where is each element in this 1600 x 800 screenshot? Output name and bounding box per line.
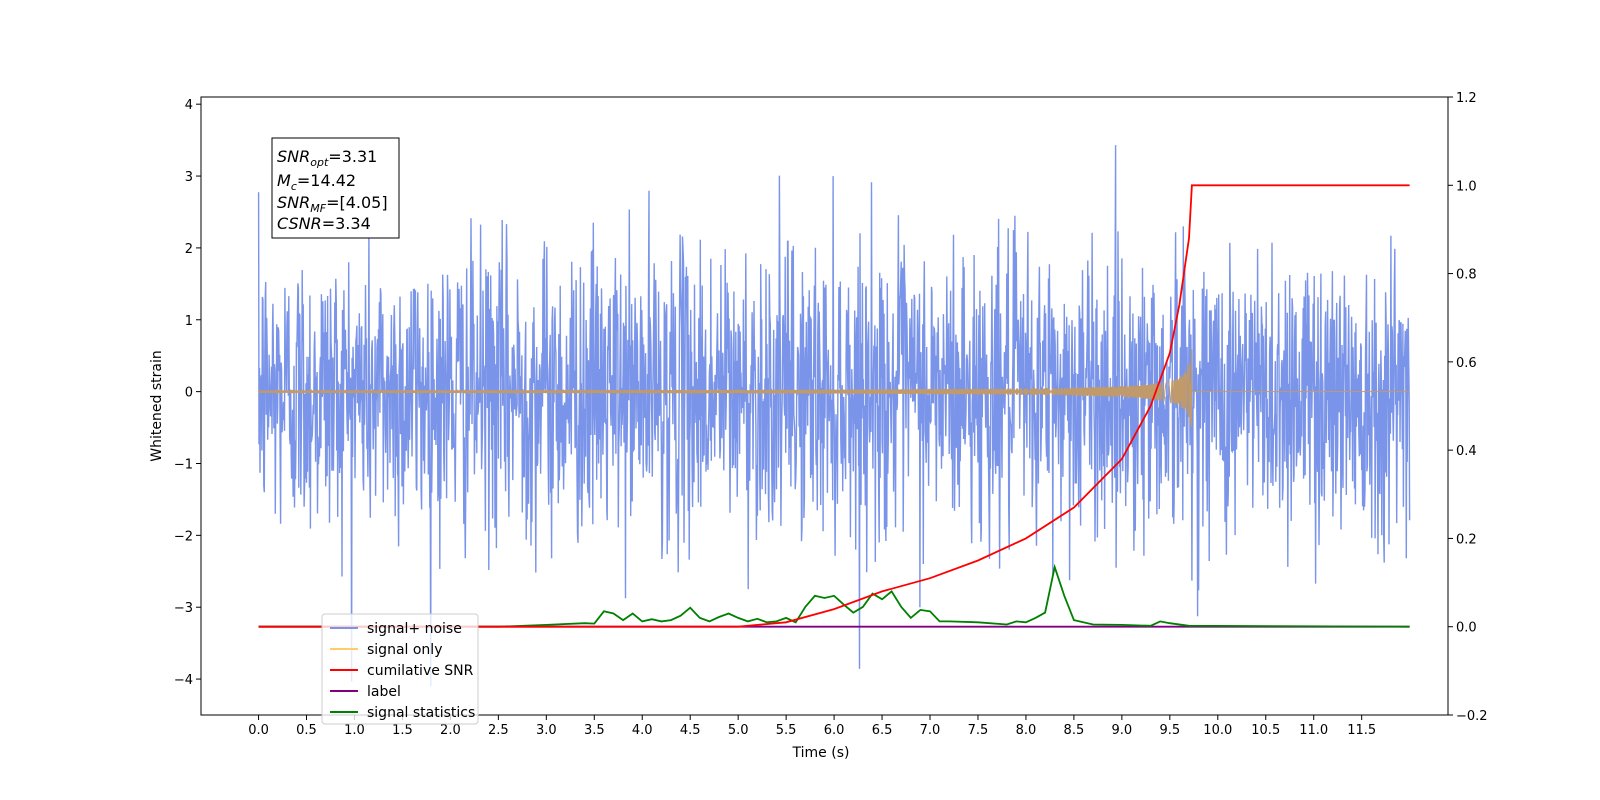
plot-frame xyxy=(200,96,1449,716)
series-cumulative-snr xyxy=(258,184,1410,628)
x-tick-label: 0.0 xyxy=(248,723,269,738)
x-tick-label: 10.0 xyxy=(1203,723,1232,738)
legend-label: signal only xyxy=(367,642,442,658)
x-tick-label: 5.5 xyxy=(776,723,797,738)
x-tick-label: 5.0 xyxy=(728,723,749,738)
y-tick-label: 2 xyxy=(185,242,193,257)
y-tick-label: 1 xyxy=(185,314,193,329)
x-tick-label: 8.0 xyxy=(1016,723,1037,738)
x-tick-label: 2.5 xyxy=(488,723,509,738)
annotation-snr-mf: SNRMF=[4.05] xyxy=(277,193,388,215)
x-tick-label: 7.5 xyxy=(968,723,989,738)
y-axis-left: 4 3 2 1 0 −1 −2 −3 −4 xyxy=(174,98,201,688)
y-tick-label: −1 xyxy=(174,457,193,472)
y2-tick-label: 1.2 xyxy=(1456,91,1477,106)
y2-tick-label: 0.8 xyxy=(1456,268,1477,283)
x-tick-label: 3.0 xyxy=(536,723,557,738)
y-tick-label: 0 xyxy=(185,386,193,401)
legend-label: signal statistics xyxy=(367,705,475,721)
x-tick-label: 1.0 xyxy=(344,723,365,738)
y-tick-label: 3 xyxy=(185,170,193,185)
annotation-chirp-mass: Mc=14.42 xyxy=(277,171,356,193)
x-tick-label: 4.5 xyxy=(680,723,701,738)
y-tick-label: −2 xyxy=(174,529,193,544)
y2-tick-label: 1.0 xyxy=(1456,179,1477,194)
x-tick-label: 6.5 xyxy=(872,723,893,738)
legend-label: cumilative SNR xyxy=(367,663,474,679)
y2-tick-label: 0.6 xyxy=(1456,356,1477,371)
legend-label: signal+ noise xyxy=(367,621,462,637)
x-tick-label: 8.5 xyxy=(1064,723,1085,738)
x-tick-label: 11.5 xyxy=(1347,723,1376,738)
y2-tick-label: −0.2 xyxy=(1456,709,1488,724)
y2-tick-label: 0.4 xyxy=(1456,444,1477,459)
series-signal-statistics xyxy=(258,563,1410,628)
y-tick-label: 4 xyxy=(185,98,193,113)
y2-tick-label: 0.2 xyxy=(1456,532,1477,547)
y-axis-right: 1.2 1.0 0.8 0.6 0.4 0.2 0.0 −0.2 xyxy=(1448,91,1488,724)
x-tick-label: 6.0 xyxy=(824,723,845,738)
x-tick-label: 1.5 xyxy=(392,723,413,738)
x-tick-label: 0.5 xyxy=(296,723,317,738)
series-layer xyxy=(257,145,1411,687)
annotation-snr-opt: SNRopt=3.31 xyxy=(277,147,377,169)
x-tick-label: 9.0 xyxy=(1112,723,1133,738)
y2-tick-label: 0.0 xyxy=(1456,621,1477,636)
annotation-csnr: CSNR=3.34 xyxy=(277,214,371,233)
x-tick-label: 9.5 xyxy=(1159,723,1180,738)
series-signal-only xyxy=(258,349,1410,428)
x-tick-label: 11.0 xyxy=(1299,723,1328,738)
x-axis-title: Time (s) xyxy=(792,745,850,761)
y-tick-label: −3 xyxy=(174,601,193,616)
x-tick-label: 2.0 xyxy=(440,723,461,738)
annotation-box: SNRopt=3.31 Mc=14.42 SNRMF=[4.05] CSNR=3… xyxy=(271,137,400,239)
y-tick-label: −4 xyxy=(174,673,193,688)
x-tick-label: 7.0 xyxy=(920,723,941,738)
legend: signal+ noise signal only cumilative SNR la… xyxy=(321,613,479,725)
legend-label: label xyxy=(367,684,401,700)
y-axis-title: Whitened strain xyxy=(149,350,165,461)
x-tick-label: 4.0 xyxy=(632,723,653,738)
series-signal-noise xyxy=(257,145,1411,687)
x-tick-label: 10.5 xyxy=(1251,723,1280,738)
x-axis: 0.0 0.5 1.0 1.5 2.0 2.5 3.0 3.5 4.0 4.5 5.0 5.5 6.0 6… xyxy=(248,715,1376,738)
x-tick-label: 3.5 xyxy=(584,723,605,738)
